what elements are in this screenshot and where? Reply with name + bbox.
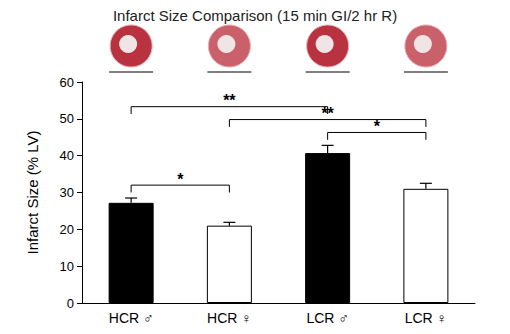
- svg-text:50: 50: [60, 111, 74, 126]
- svg-text:20: 20: [60, 222, 74, 237]
- svg-text:60: 60: [60, 75, 74, 90]
- svg-text:*: *: [177, 171, 184, 188]
- svg-text:HCR ♀: HCR ♀: [207, 310, 252, 326]
- svg-text:*: *: [374, 118, 381, 135]
- svg-text:Infarct Size (% LV): Infarct Size (% LV): [24, 131, 41, 255]
- svg-text:**: **: [223, 92, 236, 109]
- svg-text:LCR ♂: LCR ♂: [306, 310, 348, 326]
- svg-text:40: 40: [60, 148, 74, 163]
- svg-text:30: 30: [60, 185, 74, 200]
- svg-text:Infarct Size Comparison (15 mi: Infarct Size Comparison (15 min GI/2 hr …: [113, 7, 397, 24]
- svg-text:0: 0: [67, 296, 74, 311]
- svg-text:HCR ♂: HCR ♂: [109, 310, 154, 326]
- svg-text:10: 10: [60, 259, 74, 274]
- svg-text:LCR ♀: LCR ♀: [405, 310, 447, 326]
